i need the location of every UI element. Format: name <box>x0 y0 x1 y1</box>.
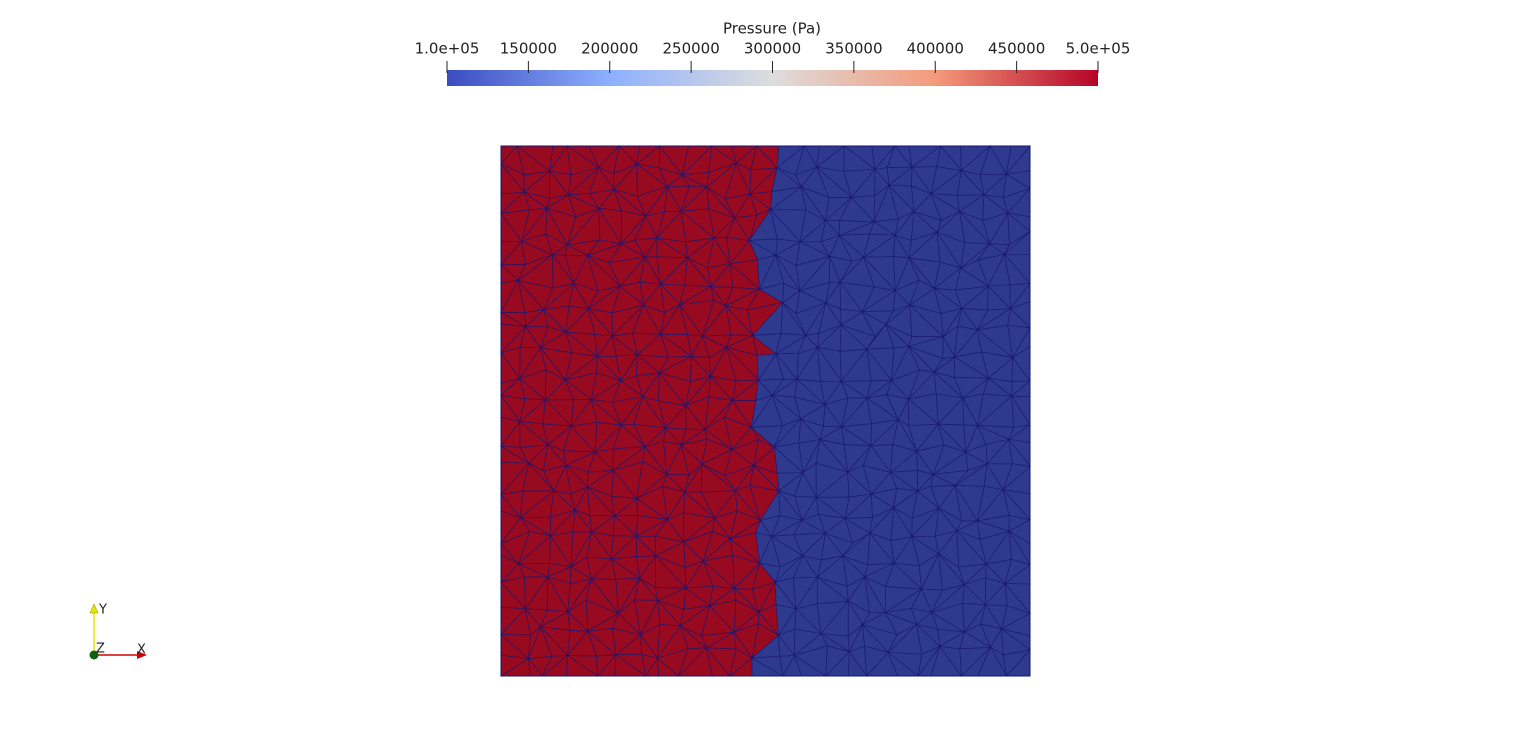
colorbar-tick-label: 5.0e+05 <box>1066 40 1131 58</box>
colorbar-title: Pressure (Pa) <box>723 20 821 38</box>
colorbar-tick-label: 1.0e+05 <box>415 40 480 58</box>
colorbar-tick-label: 150000 <box>500 40 557 58</box>
z-axis-dot <box>89 650 99 660</box>
x-axis-label: X <box>137 643 146 658</box>
colorbar-tick-label: 250000 <box>662 40 719 58</box>
colorbar-tick-label: 300000 <box>744 40 801 58</box>
axes-triad: Y Z X <box>89 603 147 660</box>
colorbar-tick-label: 350000 <box>825 40 882 58</box>
y-axis-label: Y <box>98 603 107 618</box>
colorbar-tick-label: 400000 <box>907 40 964 58</box>
x-arrow <box>137 651 147 659</box>
mesh-border <box>500 145 1031 677</box>
y-arrow <box>89 603 99 614</box>
mesh <box>499 144 1032 678</box>
colorbar-tick-label: 200000 <box>581 40 638 58</box>
colorbar <box>447 70 1098 86</box>
z-axis-label: Z <box>96 642 105 657</box>
colorbar-tick-label: 450000 <box>988 40 1045 58</box>
